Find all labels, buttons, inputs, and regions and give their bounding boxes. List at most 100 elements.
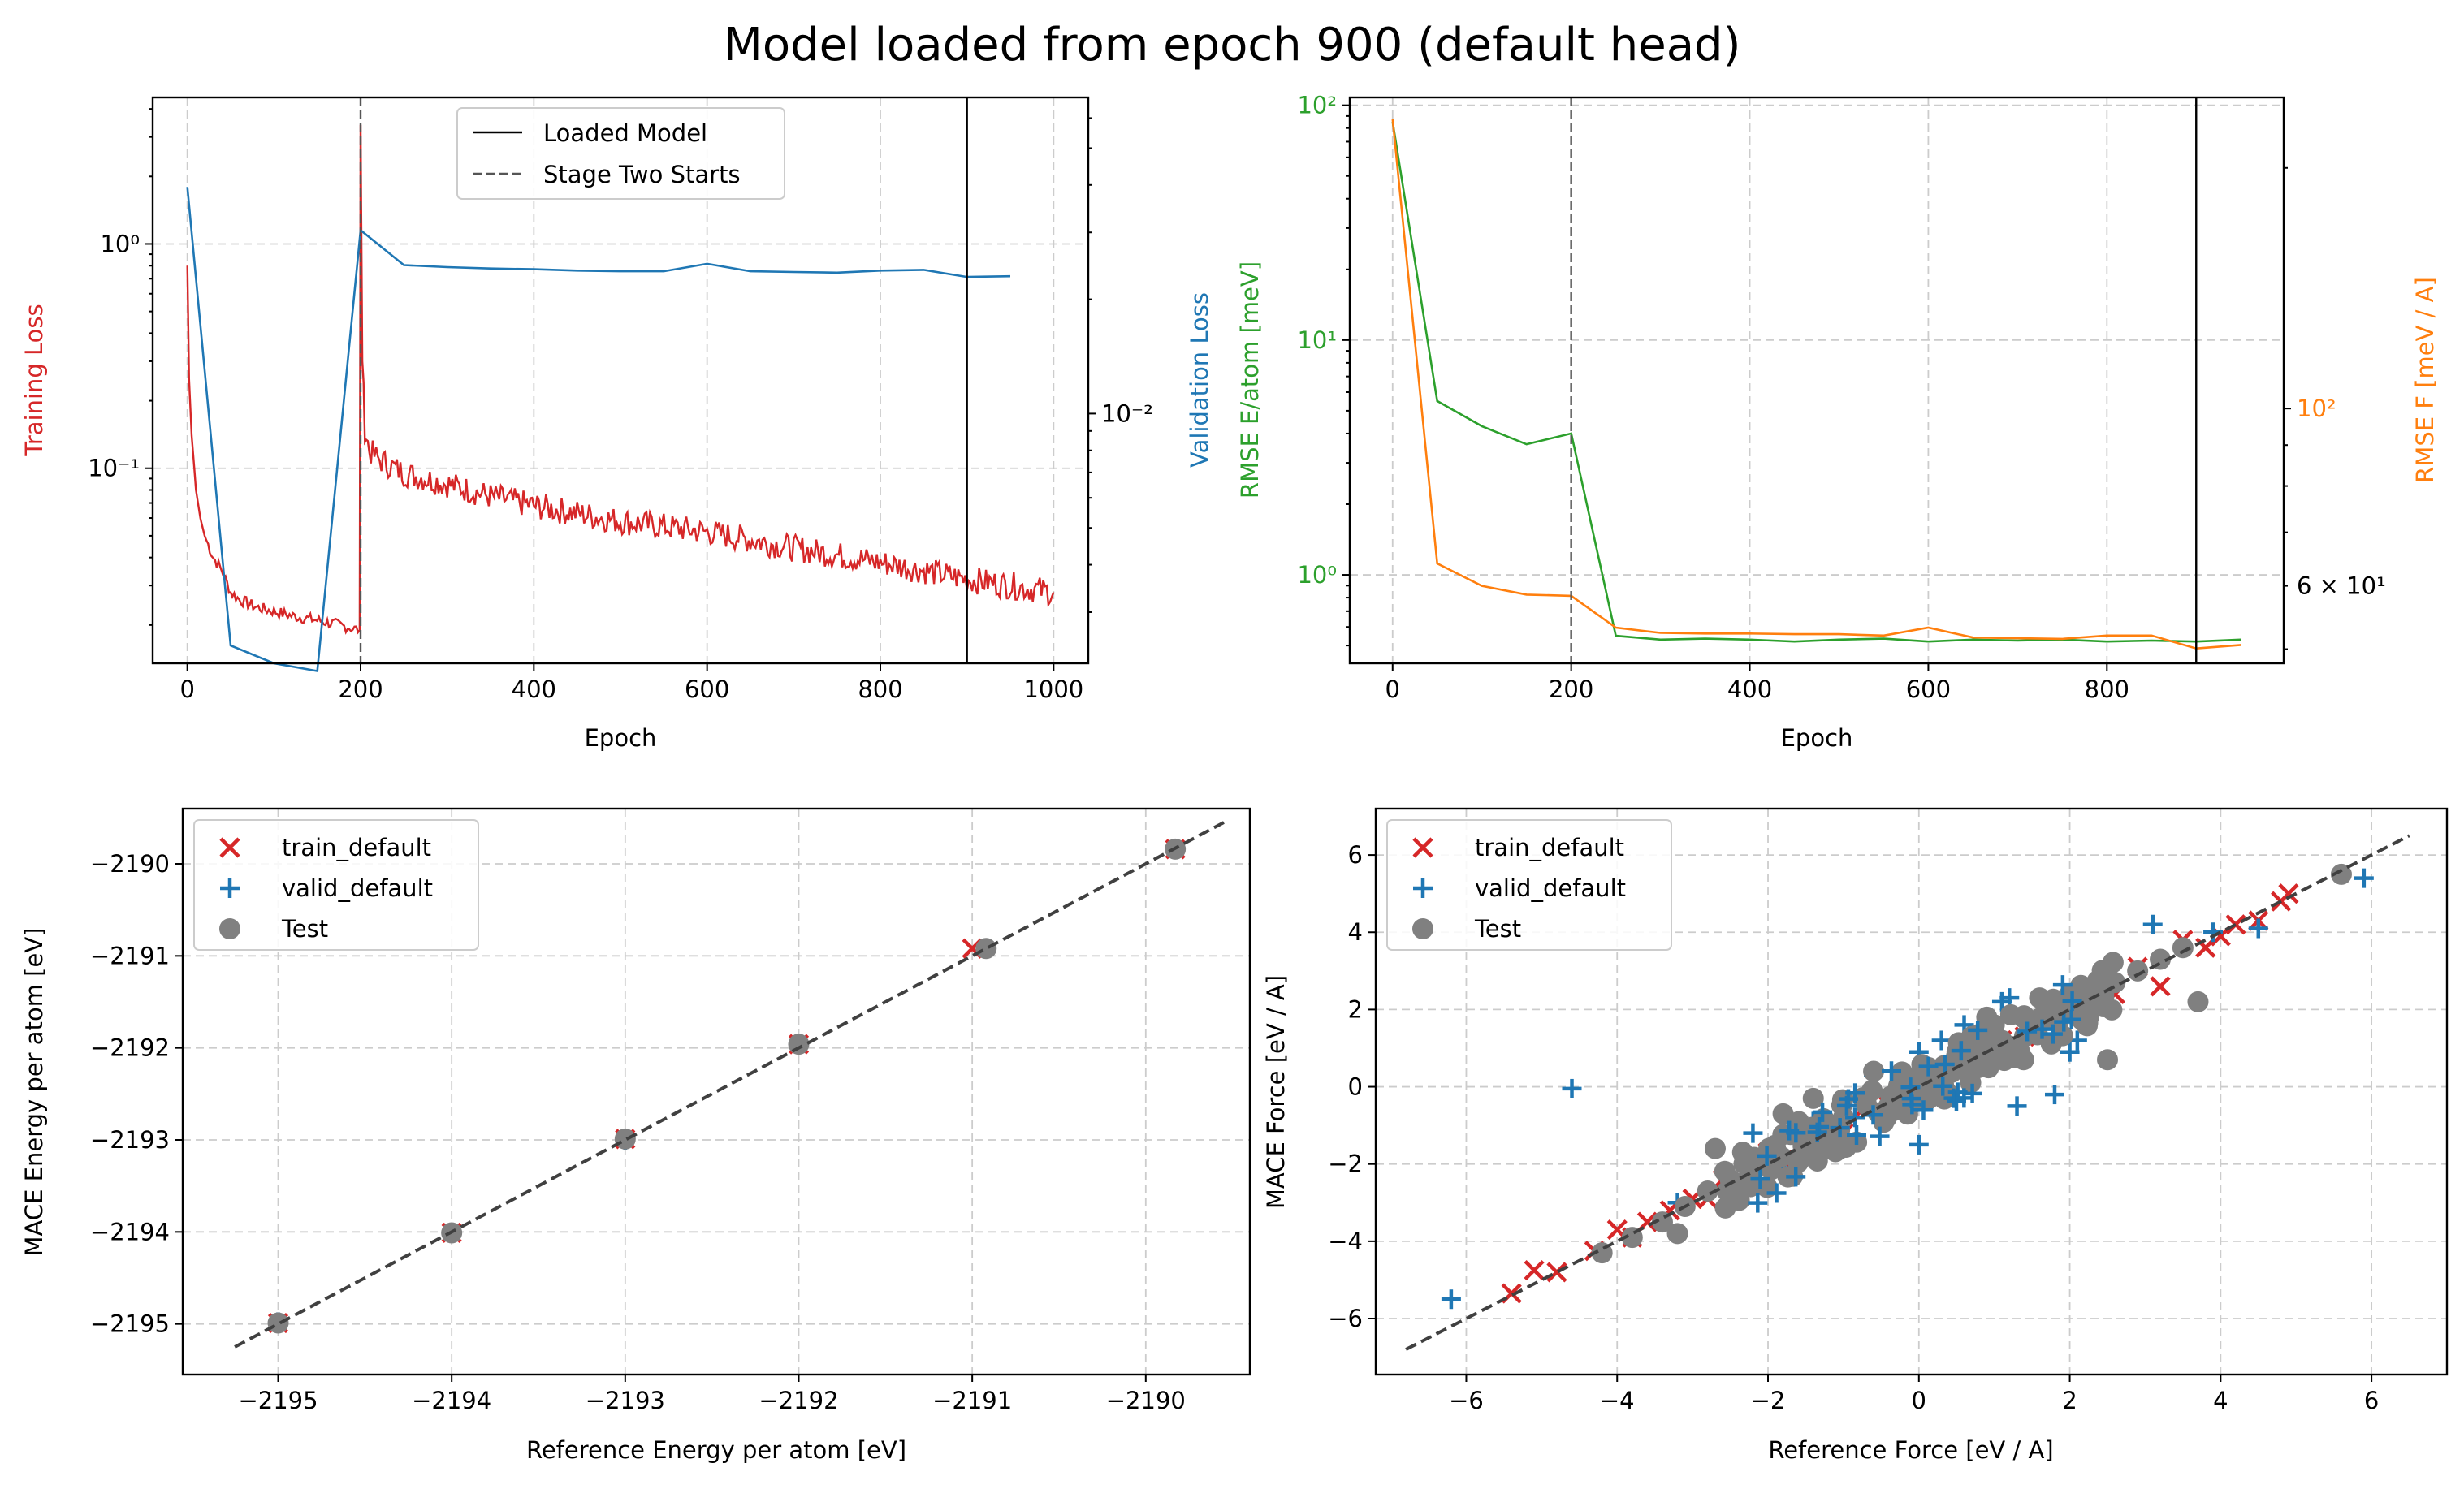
- rmse-series: [1391, 119, 2241, 650]
- energy-parity-subplot: −2195 −2194 −2193 −2192 −2191 −2190 −2195 −2194…: [20, 807, 1251, 1464]
- test-point: [1947, 1032, 1969, 1054]
- loss-ticks: 0 200 400 600 800 1000 10⁻¹ 10⁰ 10⁻²: [88, 108, 1153, 703]
- ytick-label: −2190: [90, 850, 170, 878]
- xtick-label: 0: [1912, 1387, 1926, 1414]
- train-point: [2150, 976, 2171, 997]
- loss-legend-box: [456, 107, 785, 200]
- valid-point: [2017, 1021, 2038, 1042]
- valid-point: [1847, 1124, 1867, 1145]
- test-point: [1976, 1006, 1998, 1028]
- rmse-subplot: 0 200 400 600 800 10⁰ 10¹ 10² 6 × 10¹ 10² Epoch R…: [1236, 92, 2439, 752]
- xtick-label: −6: [1449, 1387, 1484, 1414]
- legend-marker-valid-default: [220, 878, 240, 898]
- valid-point: [1934, 1054, 1955, 1074]
- legend-label: valid_default: [282, 874, 433, 902]
- energy-grid: [183, 809, 1250, 1375]
- test-point: [1891, 1061, 1913, 1083]
- legend-box: [1386, 819, 1672, 951]
- energy-xlabel: Reference Energy per atom [eV]: [526, 1436, 906, 1464]
- ytick-label-right: 10⁻²: [1101, 399, 1153, 427]
- energy-legend: train_default valid_default Test: [193, 819, 479, 951]
- training-loss-ylabel: Training Loss: [20, 304, 48, 456]
- train-point-stroke: [1606, 1219, 1628, 1241]
- legend-box: [193, 819, 479, 951]
- energy-series: [234, 821, 1225, 1349]
- train-point-stroke: [2278, 883, 2299, 904]
- ytick-label: 0: [1348, 1073, 1363, 1101]
- test-point: [1999, 1003, 2021, 1025]
- train-point: [2278, 883, 2299, 904]
- test-point: [2097, 1049, 2119, 1071]
- valid-point: [1918, 1056, 1939, 1077]
- legend-marker-train-default-stroke: [1412, 837, 1433, 858]
- valid-point: [1909, 1134, 1929, 1155]
- test-point: [2127, 960, 2149, 982]
- rmse-grid: [1350, 97, 2284, 663]
- valid-point: [2062, 991, 2082, 1012]
- xtick-label: 1000: [1023, 675, 1083, 703]
- xtick-label: 400: [1727, 675, 1772, 703]
- valid-point: [1748, 1193, 1768, 1213]
- xtick-label: −2195: [238, 1387, 318, 1414]
- legend-label: train_default: [282, 834, 431, 861]
- validation-loss-line: [186, 187, 1011, 673]
- legend-stage-two-label: Stage Two Starts: [543, 161, 741, 188]
- test-point: [1788, 1111, 1810, 1133]
- test-point: [1806, 1150, 1828, 1172]
- xtick-label: 600: [1906, 675, 1951, 703]
- test-point: [2187, 991, 2209, 1012]
- test-point: [2102, 952, 2124, 973]
- valid-point: [2043, 1024, 2063, 1044]
- xtick-label: −2192: [759, 1387, 838, 1414]
- test-point: [2330, 863, 2352, 885]
- ytick-label: 2: [1348, 995, 1363, 1023]
- xtick-label: −2190: [1106, 1387, 1186, 1414]
- rmse-vlines: [1570, 97, 2198, 663]
- test-point: [1861, 1080, 1883, 1102]
- test-point: [1714, 1197, 1736, 1219]
- valid-point: [1779, 1120, 1800, 1141]
- valid-point: [2007, 1096, 2027, 1116]
- valid-point: [1913, 1100, 1934, 1120]
- xtick-label: 2: [2062, 1387, 2077, 1414]
- xtick-label: 0: [1385, 675, 1400, 703]
- test-point: [1875, 1107, 1897, 1129]
- xtick-label: 0: [179, 675, 194, 703]
- ytick-label: 6: [1348, 841, 1363, 869]
- legend-marker-valid-default: [1413, 878, 1433, 898]
- validation-loss-ylabel: Validation Loss: [1186, 292, 1213, 468]
- test-point: [1764, 1134, 1786, 1156]
- test-point: [1728, 1184, 1750, 1206]
- train-point: [1546, 1262, 1567, 1283]
- parity-reference-line: [1405, 834, 2410, 1351]
- ytick-label: −2194: [90, 1218, 170, 1245]
- train-point-stroke: [2150, 976, 2171, 997]
- loss-subplot: 0 200 400 600 800 1000 10⁻¹ 10⁰ 10⁻² Epoch Train…: [20, 96, 1213, 752]
- rmse-force-line: [1391, 119, 2241, 650]
- valid-point: [2032, 1019, 2052, 1039]
- valid-point: [2354, 868, 2374, 888]
- force-plot-frame: [1374, 807, 2449, 1376]
- ytick-label: 10²: [1297, 92, 1337, 119]
- legend-label: Test: [281, 915, 328, 943]
- valid-point: [1757, 1146, 1777, 1166]
- valid-point: [2044, 1085, 2064, 1105]
- rmse-energy-line: [1391, 121, 2241, 643]
- valid-point: [1750, 1169, 1770, 1189]
- xtick-label: −2191: [932, 1387, 1012, 1414]
- loss-series: [186, 124, 1055, 673]
- ytick-label-right: 10²: [2297, 395, 2336, 422]
- test-point: [2086, 970, 2108, 992]
- valid-point: [1931, 1030, 1952, 1051]
- xtick-label: 200: [1549, 675, 1593, 703]
- test-point: [1863, 1060, 1885, 1082]
- legend-label: valid_default: [1475, 874, 1626, 902]
- valid-point: [2248, 918, 2268, 939]
- ytick-label: −2193: [90, 1126, 170, 1154]
- train-point-stroke: [1546, 1262, 1567, 1283]
- valid-point: [2060, 1042, 2080, 1062]
- legend-marker-test: [219, 918, 240, 939]
- test-point: [1787, 1151, 1809, 1173]
- legend-loaded-model-label: Loaded Model: [543, 119, 707, 147]
- test-point: [2172, 937, 2194, 959]
